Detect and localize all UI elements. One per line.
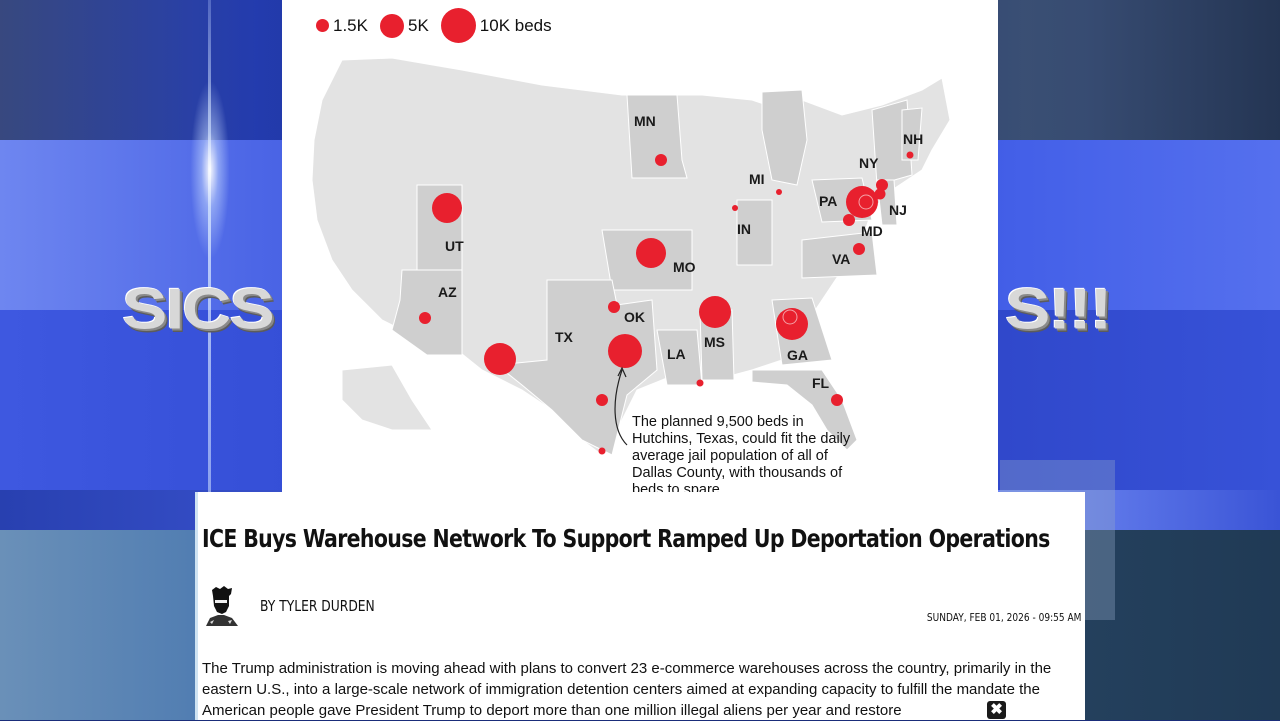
svg-text:AZ: AZ: [438, 284, 457, 300]
legend-item: 1.5K: [316, 16, 368, 36]
article-date: SUNDAY, FEB 01, 2026 - 09:55 AM: [926, 611, 1081, 624]
author-byline[interactable]: BY TYLER DURDEN: [260, 597, 375, 615]
legend-item: 5K: [379, 13, 429, 38]
svg-text:PA: PA: [819, 193, 837, 209]
svg-text:MS: MS: [704, 334, 725, 350]
svg-text:VA: VA: [832, 251, 850, 267]
svg-text:MD: MD: [861, 223, 883, 239]
legend-label: 1.5K: [333, 15, 368, 35]
legend-item: 10K beds: [440, 8, 552, 43]
map-annotation: The planned 9,500 beds in Hutchins, Texa…: [632, 414, 851, 492]
us-map: MN NH NY MI PA NJ IN MD UT VA MO AZ OK T…: [311, 57, 951, 456]
svg-text:MO: MO: [673, 259, 696, 275]
legend-dot-icon: [379, 13, 404, 38]
map-image: MN NH NY MI PA NJ IN MD UT VA MO AZ OK T…: [282, 0, 998, 492]
svg-text:LA: LA: [667, 346, 686, 362]
svg-text:UT: UT: [445, 238, 464, 254]
svg-text:NJ: NJ: [889, 202, 907, 218]
svg-text:TX: TX: [555, 329, 574, 345]
svg-text:NY: NY: [859, 155, 879, 171]
svg-text:NH: NH: [903, 131, 923, 147]
legend-label: 10K beds: [479, 15, 552, 35]
light-streak: [208, 0, 211, 720]
bed-markers: [419, 151, 914, 455]
article-headline[interactable]: ICE Buys Warehouse Network To Support Ra…: [202, 524, 1050, 553]
legend-dot-icon: [316, 19, 329, 32]
svg-text:IN: IN: [737, 221, 751, 237]
author-avatar[interactable]: [202, 586, 240, 626]
author-row: BY TYLER DURDEN: [202, 586, 400, 626]
article-body: The Trump administration is moving ahead…: [202, 660, 1052, 719]
svg-text:FL: FL: [812, 375, 830, 391]
avatar-icon: [206, 586, 238, 626]
lens-flare: [190, 80, 230, 260]
article-card: ICE Buys Warehouse Network To Support Ra…: [195, 492, 1085, 720]
banner-text-right: S!!!: [1005, 276, 1112, 342]
close-icon[interactable]: ✖: [987, 701, 1006, 719]
svg-text:GA: GA: [787, 347, 808, 363]
svg-text:OK: OK: [624, 309, 645, 325]
legend-label: 5K: [407, 15, 429, 35]
svg-text:MI: MI: [749, 171, 765, 187]
banner-text-left: SICS: [122, 276, 275, 342]
svg-text:MN: MN: [634, 113, 656, 129]
map-legend: 1.5K 5K 10K beds: [316, 8, 558, 43]
legend-dot-icon: [440, 8, 476, 43]
